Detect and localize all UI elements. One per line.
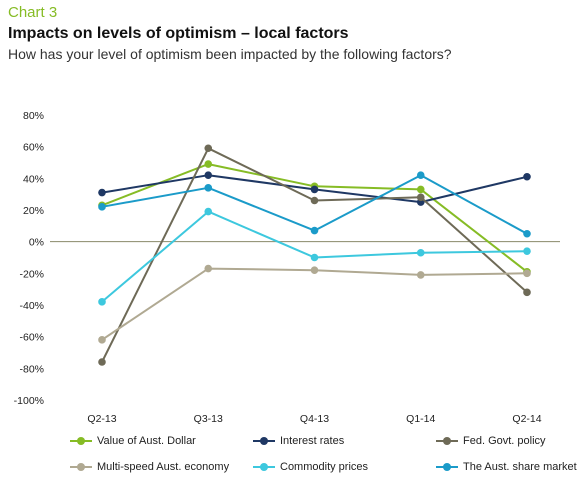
- legend-marker: [70, 435, 92, 447]
- data-point: [204, 171, 213, 179]
- data-point: [416, 193, 425, 202]
- data-point: [98, 358, 106, 366]
- data-point: [98, 188, 106, 197]
- chart-header: Chart 3 Impacts on levels of optimism – …: [8, 4, 569, 63]
- y-tick-label: 60%: [23, 142, 44, 154]
- legend-item: Fed. Govt. policy: [436, 432, 546, 450]
- x-tick-label: Q2-13: [87, 413, 116, 425]
- y-tick-label: -100%: [14, 395, 44, 407]
- data-point: [204, 184, 213, 192]
- data-point: [416, 271, 425, 279]
- x-tick-label: Q4-13: [300, 413, 329, 425]
- legend-label: Value of Aust. Dollar: [97, 435, 196, 447]
- data-point: [310, 253, 319, 262]
- data-point: [416, 185, 425, 194]
- chart-subtitle: How has your level of optimism been impa…: [8, 46, 452, 62]
- y-tick-label: 40%: [23, 173, 44, 185]
- y-tick-label: -60%: [19, 332, 44, 344]
- legend-item: Multi-speed Aust. economy: [70, 458, 229, 476]
- legend-marker: [253, 461, 275, 473]
- x-tick-label: Q2-14: [512, 413, 541, 425]
- legend-item: Interest rates: [253, 432, 344, 450]
- y-tick-label: -40%: [19, 300, 44, 312]
- legend-marker: [253, 435, 275, 447]
- line-chart: 80% 60% 40% 20% 0% -20% -40% -60% -80% -100% Q2-1…: [14, 110, 560, 425]
- data-point: [310, 226, 319, 235]
- data-point: [523, 247, 531, 255]
- y-tick-label: 80%: [23, 110, 44, 122]
- y-tick-label: 20%: [23, 205, 44, 217]
- chart-legend: Value of Aust. Dollar Interest rates Fed. …: [0, 430, 577, 480]
- series-line: [101, 267, 528, 341]
- legend-item: Value of Aust. Dollar: [70, 432, 196, 450]
- data-point: [310, 266, 319, 274]
- legend-label: The Aust. share market: [463, 461, 577, 473]
- chart-title: Impacts on levels of optimism – local fa…: [8, 25, 349, 42]
- data-point: [204, 144, 213, 153]
- series-commodity-prices: [98, 207, 531, 306]
- chart-number: Chart 3: [8, 4, 58, 21]
- data-point: [416, 171, 425, 179]
- x-tick-label: Q3-13: [194, 413, 223, 425]
- data-point: [523, 229, 531, 238]
- y-tick-label: -80%: [19, 363, 44, 375]
- legend-label: Interest rates: [280, 435, 345, 447]
- legend-item: Commodity prices: [253, 458, 368, 476]
- data-point: [204, 264, 213, 273]
- legend-item: The Aust. share market: [436, 458, 577, 476]
- series-the-aust-share-market: [98, 171, 531, 238]
- data-point: [523, 172, 531, 181]
- x-axis-labels: Q2-13 Q3-13 Q4-13 Q1-14 Q2-14: [87, 413, 541, 425]
- x-tick-label: Q1-14: [406, 413, 435, 425]
- data-point: [310, 196, 319, 205]
- series-group: [98, 144, 531, 366]
- legend-marker: [436, 461, 458, 473]
- data-point: [98, 203, 106, 211]
- series-fed-govt-policy: [98, 144, 531, 366]
- legend-marker: [70, 461, 92, 473]
- data-point: [98, 336, 106, 344]
- data-point: [204, 160, 213, 168]
- series-multi-speed-aust-economy: [98, 264, 531, 344]
- legend-label: Fed. Govt. policy: [463, 435, 546, 447]
- legend-marker: [436, 435, 458, 447]
- data-point: [523, 269, 531, 278]
- y-axis-labels: 80% 60% 40% 20% 0% -20% -40% -60% -80% -100%: [14, 110, 44, 407]
- legend-label: Multi-speed Aust. economy: [97, 461, 230, 473]
- data-point: [523, 288, 531, 297]
- y-tick-label: -20%: [19, 268, 44, 280]
- data-point: [204, 207, 213, 216]
- data-point: [98, 298, 106, 306]
- data-point: [416, 248, 425, 257]
- legend-label: Commodity prices: [280, 461, 369, 473]
- y-tick-label: 0%: [29, 237, 44, 249]
- data-point: [310, 185, 319, 194]
